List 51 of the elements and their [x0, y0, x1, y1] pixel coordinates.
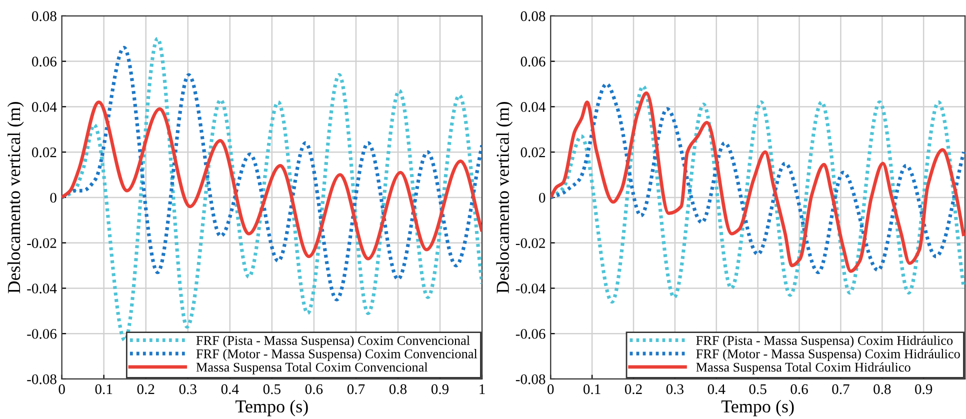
x-tick-label: 0.5: [263, 384, 280, 394]
x-tick-label: 0.7: [347, 384, 365, 394]
x-tick-label: 0.1: [95, 384, 112, 394]
x-tick-label: 0.9: [915, 384, 932, 394]
x-axis-title: Tempo (s): [721, 400, 794, 416]
x-axis-title: Tempo (s): [236, 400, 308, 416]
x-tick-label: 0.9: [431, 384, 449, 394]
x-tick-label: 0.2: [624, 384, 642, 394]
x-tick-label: 1: [480, 384, 485, 394]
y-tick-label: 0: [539, 192, 546, 203]
line-series: [62, 100, 482, 260]
x-tick-label: 0: [58, 384, 65, 394]
y-tick-label: 0.08: [520, 11, 546, 22]
x-tick-label: 0.1: [584, 384, 600, 394]
y-tick-label: -0.02: [516, 238, 545, 248]
y-tick-label: -0.02: [27, 238, 56, 248]
y-tick-label: -0.08: [27, 374, 56, 384]
y-tick-label: -0.06: [516, 328, 546, 339]
x-tick-label: 0.2: [137, 384, 154, 394]
y-tick-label: 0.04: [520, 102, 546, 112]
y-tick-label: -0.04: [27, 284, 57, 294]
y-tick-label: 0.06: [32, 56, 57, 67]
x-tick-label: 0.6: [305, 384, 323, 394]
y-tick-label: -0.08: [516, 374, 546, 384]
x-tick-label: 0.7: [832, 384, 850, 394]
y-axis-title: Deslocamento vertical (m): [7, 102, 24, 294]
x-tick-label: 0.3: [179, 384, 196, 394]
legend-label: FRF (Pista - Massa Suspensa) Coxim Convencional: [196, 336, 470, 348]
legend-label: FRF (Motor - Massa Suspensa) Coxim Convencional: [196, 349, 478, 361]
y-tick-label: 0.02: [520, 147, 545, 158]
y-tick-label: 0.02: [32, 147, 56, 158]
y-tick-label: 0.04: [32, 102, 57, 112]
legend-label: Massa Suspensa Total Coxim Hidráulico: [696, 362, 910, 374]
x-tick-label: 0.4: [708, 384, 726, 394]
x-tick-label: 0.6: [790, 384, 808, 394]
x-tick-label: 0.8: [874, 384, 891, 394]
legend-label: Massa Suspensa Total Coxim Convencional: [196, 362, 428, 374]
y-tick-label: -0.04: [516, 284, 546, 294]
legend-label: FRF (Pista - Massa Suspensa) Coxim Hidráulico: [696, 336, 953, 348]
x-tick-label: 0: [548, 384, 554, 394]
y-axis-title: Deslocamento vertical (m): [496, 102, 513, 294]
y-tick-label: 0: [50, 192, 56, 203]
x-tick-label: 0.5: [749, 384, 766, 394]
y-tick-label: 0.08: [32, 11, 56, 22]
line-series: [62, 46, 482, 302]
y-tick-label: -0.06: [27, 328, 57, 339]
x-tick-label: 0.3: [666, 384, 684, 394]
x-tick-label: 0.8: [389, 384, 407, 394]
x-tick-label: 0.4: [221, 384, 239, 394]
legend-label: FRF (Motor - Massa Suspensa) Coxim Hidráulico: [696, 349, 960, 361]
y-tick-label: 0.06: [520, 56, 546, 67]
